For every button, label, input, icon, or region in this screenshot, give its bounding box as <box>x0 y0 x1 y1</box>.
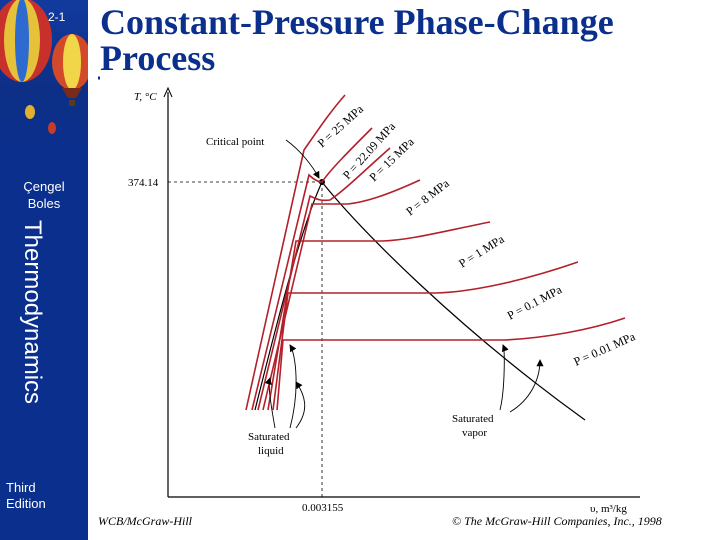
saturated-liquid-arrow <box>264 377 276 429</box>
isobar-1mpa <box>267 221 491 411</box>
saturated-liquid-label: liquid <box>258 445 284 457</box>
critical-point-arrow <box>285 139 320 179</box>
isobar-label: P = 25 MPa <box>315 101 367 150</box>
critical-point-label: Critical point <box>206 136 264 148</box>
isobar-label: P = 0.1 MPa <box>505 282 565 323</box>
hot-air-balloon-icon <box>0 0 88 134</box>
critical-volume-value: 0.003155 <box>302 502 344 514</box>
sidebar: 2-1 Çengel Boles Thermodynamics Third Ed… <box>0 0 88 540</box>
page-number: 2-1 <box>48 10 66 24</box>
edition-label: Third Edition <box>6 480 46 512</box>
saturated-vapor-label: Saturated <box>452 413 494 425</box>
edition-line: Third <box>6 480 36 495</box>
author-name: Çengel <box>23 179 65 194</box>
edition-line: Edition <box>6 496 46 511</box>
isobar-label: P = 8 MPa <box>403 176 452 219</box>
author-name: Boles <box>27 196 61 211</box>
isobar-0-1mpa <box>272 261 579 411</box>
saturated-vapor-arrow <box>499 344 509 411</box>
footer-publisher: WCB/McGraw-Hill <box>98 514 192 528</box>
saturated-vapor-arrow <box>509 359 544 413</box>
footer-copyright: © The McGraw-Hill Companies, Inc., 1998 <box>452 514 662 528</box>
saturated-liquid-arrow <box>295 381 306 429</box>
isobar-25mpa <box>245 94 346 411</box>
isobar-8mpa <box>262 179 421 411</box>
balloon-photo <box>0 0 88 150</box>
saturated-liquid-label: Saturated <box>248 431 290 443</box>
saturation-dome <box>254 180 586 421</box>
critical-temperature-value: 374.14 <box>128 177 159 189</box>
page-title: Constant-Pressure Phase-Change Process <box>100 2 614 78</box>
x-axis-label: υ, m³/kg <box>590 503 627 515</box>
isobar-0-01mpa <box>276 317 626 411</box>
saturated-vapor-label: vapor <box>462 427 487 439</box>
isobar-label: P = 0.01 MPa <box>572 329 638 369</box>
isobar-15mpa <box>257 147 391 411</box>
isobar-22-09mpa <box>251 127 373 411</box>
y-axis-arrow <box>163 86 173 98</box>
authors: Çengel Boles <box>0 178 88 212</box>
isobar-label: P = 1 MPa <box>456 231 507 270</box>
y-axis-label: T, °C <box>134 91 157 103</box>
saturated-liquid-arrow <box>289 344 297 429</box>
